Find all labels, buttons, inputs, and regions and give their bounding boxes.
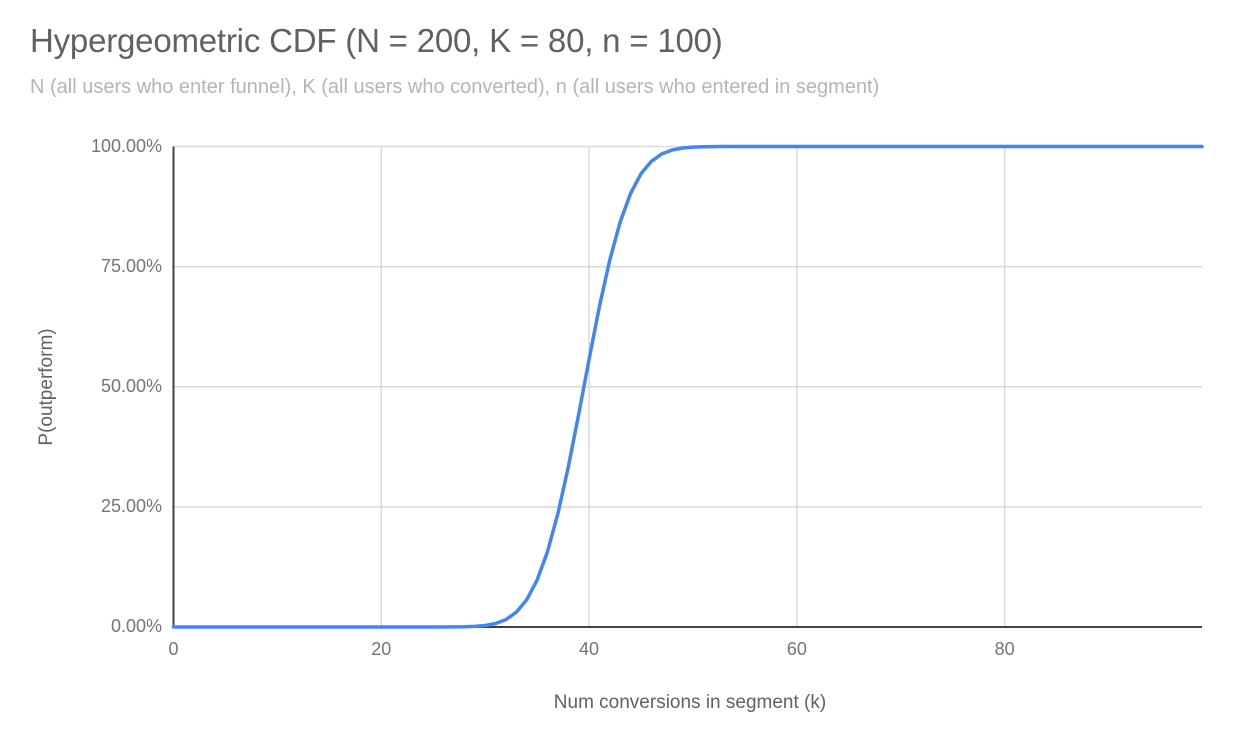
x-tick-label: 80	[994, 639, 1015, 659]
x-tick-label: 20	[371, 639, 392, 659]
x-axis-title: Num conversions in segment (k)	[553, 692, 827, 713]
chart-subtitle: N (all users who enter funnel), K (all u…	[30, 76, 880, 98]
y-tick-label: 100.00%	[90, 135, 162, 156]
x-tick-label: 0	[168, 639, 179, 659]
y-tick-label: 25.00%	[100, 495, 162, 516]
x-tick-label: 60	[786, 639, 807, 659]
cdf-curve	[171, 144, 1204, 629]
y-axis-title: P(outperform)	[36, 328, 57, 446]
x-tick-label: 40	[579, 639, 600, 659]
y-tick-label: 50.00%	[100, 375, 162, 396]
y-tick-label: 0.00%	[110, 616, 162, 636]
chart-title: Hypergeometric CDF (N = 200, K = 80, n =…	[30, 22, 723, 59]
y-tick-label: 75.00%	[100, 255, 162, 276]
